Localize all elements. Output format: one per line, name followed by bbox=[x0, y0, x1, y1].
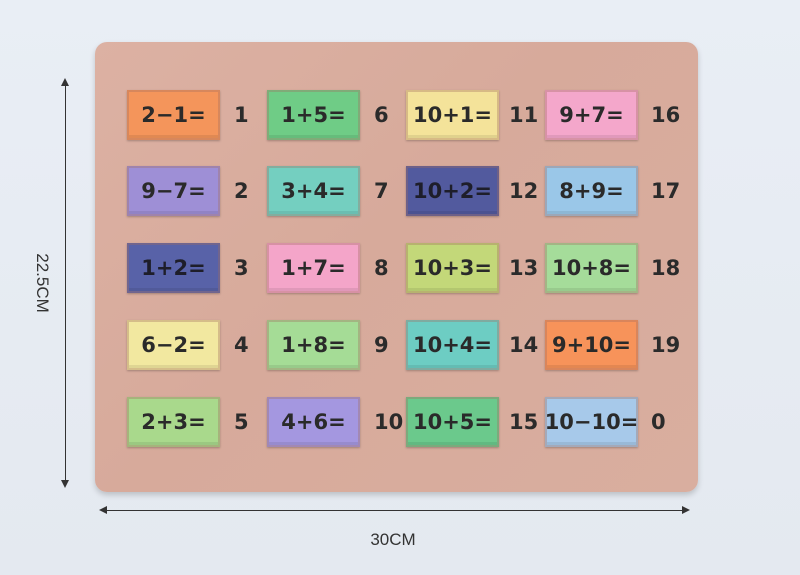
height-arrow-top-icon bbox=[61, 78, 69, 86]
equation-tile[interactable]: 2+3= bbox=[127, 397, 220, 447]
equation-tile[interactable]: 10−10= bbox=[545, 397, 638, 447]
height-dimension-label: 22.5CM bbox=[33, 253, 52, 313]
width-dimension-label: 30CM bbox=[370, 530, 416, 549]
answer-number: 15 bbox=[509, 410, 539, 434]
answer-number: 17 bbox=[651, 179, 681, 203]
equation-tile[interactable]: 10+8= bbox=[545, 243, 638, 293]
height-arrow-bottom-icon bbox=[61, 480, 69, 488]
answer-number: 11 bbox=[509, 103, 539, 127]
answer-number: 13 bbox=[509, 256, 539, 280]
answer-number: 9 bbox=[374, 333, 389, 357]
answer-number: 2 bbox=[234, 179, 249, 203]
width-dimension-line bbox=[103, 510, 686, 511]
equation-tile[interactable]: 1+7= bbox=[267, 243, 360, 293]
equation-tile[interactable]: 9−7= bbox=[127, 166, 220, 216]
answer-number: 5 bbox=[234, 410, 249, 434]
answer-number: 7 bbox=[374, 179, 389, 203]
equation-tile[interactable]: 10+1= bbox=[406, 90, 499, 140]
answer-number: 6 bbox=[374, 103, 389, 127]
answer-number: 14 bbox=[509, 333, 539, 357]
equation-tile[interactable]: 10+5= bbox=[406, 397, 499, 447]
answer-number: 16 bbox=[651, 103, 681, 127]
equation-tile[interactable]: 6−2= bbox=[127, 320, 220, 370]
equation-tile[interactable]: 10+2= bbox=[406, 166, 499, 216]
equation-tile[interactable]: 8+9= bbox=[545, 166, 638, 216]
equation-tile[interactable]: 10+3= bbox=[406, 243, 499, 293]
width-arrow-right-icon bbox=[682, 506, 690, 514]
equation-tile[interactable]: 4+6= bbox=[267, 397, 360, 447]
answer-number: 0 bbox=[651, 410, 666, 434]
equation-tile[interactable]: 10+4= bbox=[406, 320, 499, 370]
equation-tile[interactable]: 2−1= bbox=[127, 90, 220, 140]
equation-tile[interactable]: 1+5= bbox=[267, 90, 360, 140]
answer-number: 4 bbox=[234, 333, 249, 357]
answer-number: 10 bbox=[374, 410, 404, 434]
answer-number: 1 bbox=[234, 103, 249, 127]
answer-number: 19 bbox=[651, 333, 681, 357]
math-puzzle-board: 2−1= 1 9−7= 2 1+2= 3 6−2= 4 2+3= 5 1+5= 6 3+4= 7 1+7= 8… bbox=[95, 42, 698, 492]
equation-tile[interactable]: 3+4= bbox=[267, 166, 360, 216]
equation-tile[interactable]: 1+8= bbox=[267, 320, 360, 370]
height-dimension-line bbox=[65, 82, 66, 484]
answer-number: 8 bbox=[374, 256, 389, 280]
equation-tile[interactable]: 1+2= bbox=[127, 243, 220, 293]
answer-number: 3 bbox=[234, 256, 249, 280]
width-arrow-left-icon bbox=[99, 506, 107, 514]
answer-number: 12 bbox=[509, 179, 539, 203]
equation-tile[interactable]: 9+7= bbox=[545, 90, 638, 140]
equation-tile[interactable]: 9+10= bbox=[545, 320, 638, 370]
answer-number: 18 bbox=[651, 256, 681, 280]
